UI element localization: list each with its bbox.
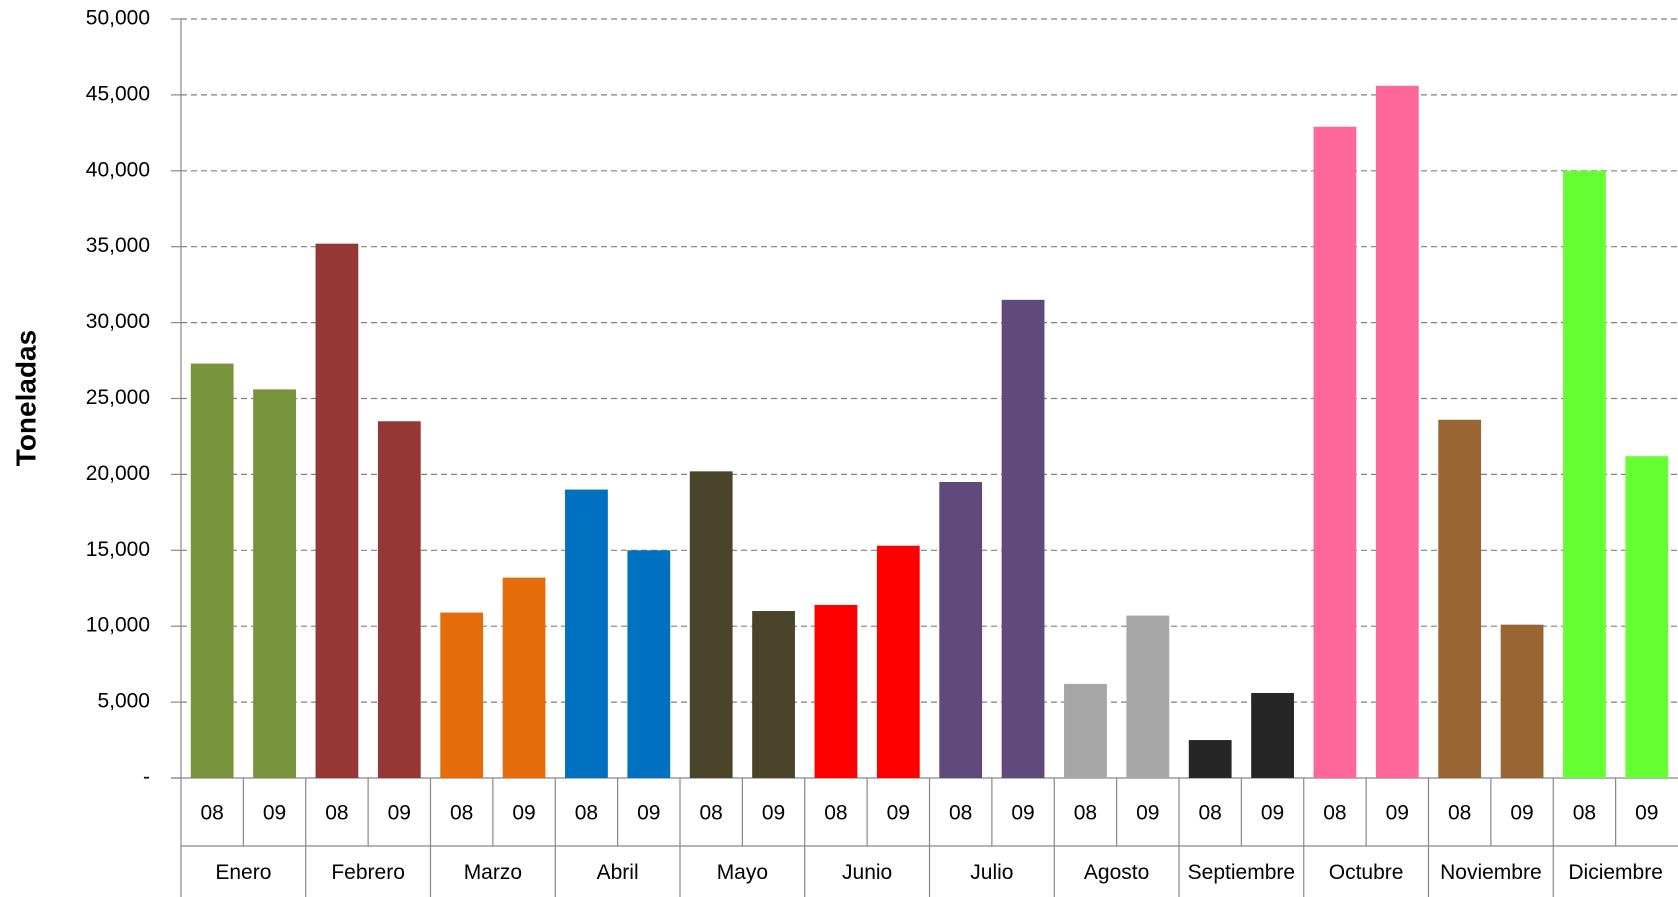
x-subcategory-label: 09 <box>263 802 286 825</box>
x-category-label: Noviembre <box>1440 861 1542 884</box>
x-category-label: Enero <box>215 861 271 884</box>
bar <box>1625 456 1669 778</box>
x-category-label: Octubre <box>1329 861 1404 884</box>
y-tick-label: 20,000 <box>86 462 150 485</box>
bar <box>190 363 234 778</box>
x-subcategory-label: 08 <box>1573 802 1596 825</box>
bar <box>1438 419 1482 778</box>
x-category-label: Julio <box>970 861 1013 884</box>
x-subcategory-label: 08 <box>700 802 723 825</box>
bar <box>1001 299 1045 778</box>
x-subcategory-label: 09 <box>388 802 411 825</box>
bar <box>253 389 296 778</box>
x-subcategory-label: 09 <box>512 802 535 825</box>
x-category-label: Mayo <box>717 861 768 884</box>
y-tick-label: 35,000 <box>86 234 150 257</box>
bar <box>1064 683 1107 778</box>
y-tick-label: - <box>143 766 150 789</box>
x-subcategory-label: 08 <box>450 802 473 825</box>
x-subcategory-label: 08 <box>1074 802 1097 825</box>
bar <box>1313 126 1357 778</box>
x-subcategory-label: 09 <box>762 802 785 825</box>
bar <box>1375 85 1419 779</box>
bar <box>876 545 920 778</box>
y-tick-label: 50,000 <box>86 7 150 30</box>
y-tick-label: 40,000 <box>86 158 150 181</box>
y-tick-label: 15,000 <box>86 538 150 561</box>
x-subcategory-label: 09 <box>1510 802 1533 825</box>
bar <box>315 243 359 778</box>
x-category-label: Abril <box>597 861 639 884</box>
bar <box>1563 170 1606 779</box>
x-subcategory-label: 08 <box>1199 802 1222 825</box>
x-subcategory-label: 08 <box>949 802 972 825</box>
x-category-label: Agosto <box>1084 861 1149 884</box>
x-category-label: Marzo <box>464 861 522 884</box>
y-tick-label: 30,000 <box>86 310 150 333</box>
bar <box>814 604 858 778</box>
y-tick-label: 25,000 <box>86 386 150 409</box>
x-subcategory-label: 08 <box>325 802 348 825</box>
bar <box>440 612 484 778</box>
bar <box>1188 740 1232 778</box>
bar <box>377 421 421 778</box>
x-subcategory-label: 08 <box>1448 802 1471 825</box>
x-category-label: Diciembre <box>1568 861 1663 884</box>
x-subcategory-label: 08 <box>824 802 847 825</box>
y-tick-label: 45,000 <box>86 82 150 105</box>
bar <box>565 489 608 778</box>
x-subcategory-label: 09 <box>1386 802 1409 825</box>
bar <box>1126 615 1170 778</box>
x-category-label: Junio <box>842 861 892 884</box>
x-subcategory-label: 09 <box>1136 802 1159 825</box>
bar <box>939 481 983 778</box>
x-category-label: Febrero <box>331 861 405 884</box>
y-axis-label: Toneladas <box>10 330 41 466</box>
x-subcategory-label: 09 <box>887 802 910 825</box>
x-subcategory-label: 09 <box>1635 802 1658 825</box>
bar <box>752 611 795 778</box>
x-subcategory-label: 09 <box>1011 802 1034 825</box>
bar <box>502 577 546 778</box>
x-subcategory-label: 09 <box>637 802 660 825</box>
bar <box>627 550 671 778</box>
bar <box>1500 624 1544 778</box>
y-tick-label: 10,000 <box>86 614 150 637</box>
y-tick-label: 5,000 <box>97 690 150 713</box>
x-subcategory-label: 08 <box>575 802 598 825</box>
bar <box>689 471 733 778</box>
x-subcategory-label: 08 <box>1323 802 1346 825</box>
x-subcategory-label: 08 <box>201 802 224 825</box>
x-subcategory-label: 09 <box>1261 802 1284 825</box>
bar <box>1251 692 1294 778</box>
x-category-label: Septiembre <box>1188 861 1295 884</box>
